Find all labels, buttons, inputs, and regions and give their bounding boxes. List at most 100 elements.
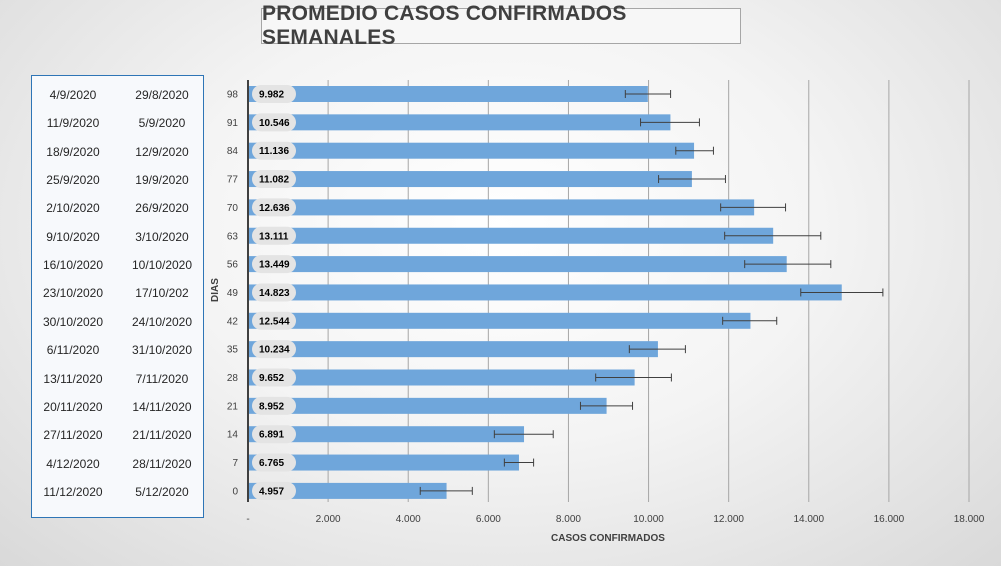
date-range-start: 10/10/2020 [131,258,193,273]
bar [248,86,648,102]
chart-title-text: PROMEDIO CASOS CONFIRMADOS SEMANALES [262,2,627,49]
value-label: 9.652 [259,373,284,384]
date-range-row: 27/11/2020 21/11/2020 [32,428,203,448]
y-axis-title: DIAS [210,278,221,302]
x-tick-label: 18.000 [954,514,985,525]
x-tick-label: 4.000 [396,514,421,525]
date-range-row: 13/11/2020 7/11/2020 [32,372,203,392]
date-range-end: 16/10/2020 [42,258,104,273]
category-label: 0 [232,486,238,497]
category-label: 42 [227,316,239,327]
value-label-background [252,283,296,302]
date-range-end: 11/9/2020 [46,116,100,131]
category-label: 70 [227,203,239,214]
category-label: 98 [227,90,239,101]
date-range-end: 18/9/2020 [46,144,100,159]
category-label: 14 [227,430,239,441]
value-label: 13.111 [259,231,289,242]
date-range-end: 25/9/2020 [46,173,100,188]
value-label-background [252,198,296,217]
value-label: 12.544 [259,316,290,327]
date-range-start: 31/10/2020 [131,343,193,358]
value-label-background [252,141,296,160]
date-range-row: 2/10/2020 26/9/2020 [32,201,203,221]
x-tick-label: 16.000 [874,514,905,525]
date-range-start: 19/9/2020 [135,173,189,188]
date-range-start: 21/11/2020 [132,428,192,443]
x-tick-label: 12.000 [713,514,744,525]
date-range-start: 28/11/2020 [132,456,192,471]
value-label: 8.952 [259,401,284,412]
date-range-start: 14/11/2020 [132,399,192,414]
date-range-start: 12/9/2020 [135,144,189,159]
date-range-row: 23/10/2020 17/10/202 [32,286,203,306]
category-label: 91 [227,118,239,129]
date-range-row: 16/10/2020 10/10/2020 [32,258,203,278]
value-label-background [252,255,296,274]
bar [248,482,447,499]
value-label: 11.082 [259,175,289,186]
category-label: 21 [227,401,239,412]
bar [248,256,787,273]
bar [248,341,658,358]
date-range-panel: 4/9/2020 29/8/2020 11/9/2020 5/9/2020 18/9/2… [31,75,204,518]
date-range-end: 27/11/2020 [43,428,103,443]
date-range-end: 4/9/2020 [49,88,97,102]
bar [248,114,671,131]
date-range-row: 4/12/2020 28/11/2020 [32,457,203,477]
category-label: 49 [227,288,239,299]
date-range-start: 24/10/2020 [131,314,193,329]
date-range-end: 23/10/2020 [42,286,104,301]
bar [248,426,525,443]
x-tick-label: 6.000 [476,514,501,525]
value-label-background [252,170,296,189]
bar [248,227,774,244]
date-range-end: 6/11/2020 [46,343,100,358]
value-label: 10.234 [259,345,290,356]
value-label-background [252,481,296,500]
date-range-end: 2/10/2020 [46,201,100,216]
value-label: 14.823 [259,288,290,299]
value-label: 13.449 [259,260,290,271]
date-range-end: 30/10/2020 [42,314,104,329]
value-label: 4.957 [259,486,284,497]
category-label: 7 [232,458,238,469]
value-label-background [252,425,296,444]
value-label: 10.546 [259,118,290,129]
value-label: 9.982 [259,90,284,101]
category-label: 84 [227,146,239,157]
value-label-background [252,340,296,359]
category-label: 28 [227,373,239,384]
date-range-row: 11/9/2020 5/9/2020 [32,116,203,136]
value-label-background [252,368,296,387]
bar [248,312,751,329]
date-range-start: 26/9/2020 [135,201,189,216]
date-range-start: 7/11/2020 [135,371,189,386]
date-range-start: 29/8/2020 [135,88,189,102]
bar [248,397,607,414]
bar [248,454,519,471]
date-range-end: 11/12/2020 [43,484,103,499]
x-tick-label: 8.000 [556,514,581,525]
value-label: 12.636 [259,203,290,214]
bar [248,284,842,301]
category-label: 35 [227,345,239,356]
bar [248,369,635,386]
date-range-row: 25/9/2020 19/9/2020 [32,173,203,193]
value-label-background [252,311,296,330]
x-tick-label: - [246,514,249,525]
x-tick-label: 2.000 [316,514,341,525]
category-label: 63 [227,231,239,242]
date-range-start: 5/12/2020 [135,484,189,499]
category-label: 56 [227,260,239,271]
date-range-start: 5/9/2020 [138,116,186,131]
bar [248,142,695,159]
date-range-row: 6/11/2020 31/10/2020 [32,343,203,363]
value-label-background [252,453,296,472]
date-range-row: 18/9/2020 12/9/2020 [32,145,203,165]
chart-title: PROMEDIO CASOS CONFIRMADOS SEMANALES [261,2,741,49]
value-label: 6.765 [259,458,284,469]
value-label: 11.136 [259,146,289,157]
date-range-start: 3/10/2020 [135,229,189,244]
